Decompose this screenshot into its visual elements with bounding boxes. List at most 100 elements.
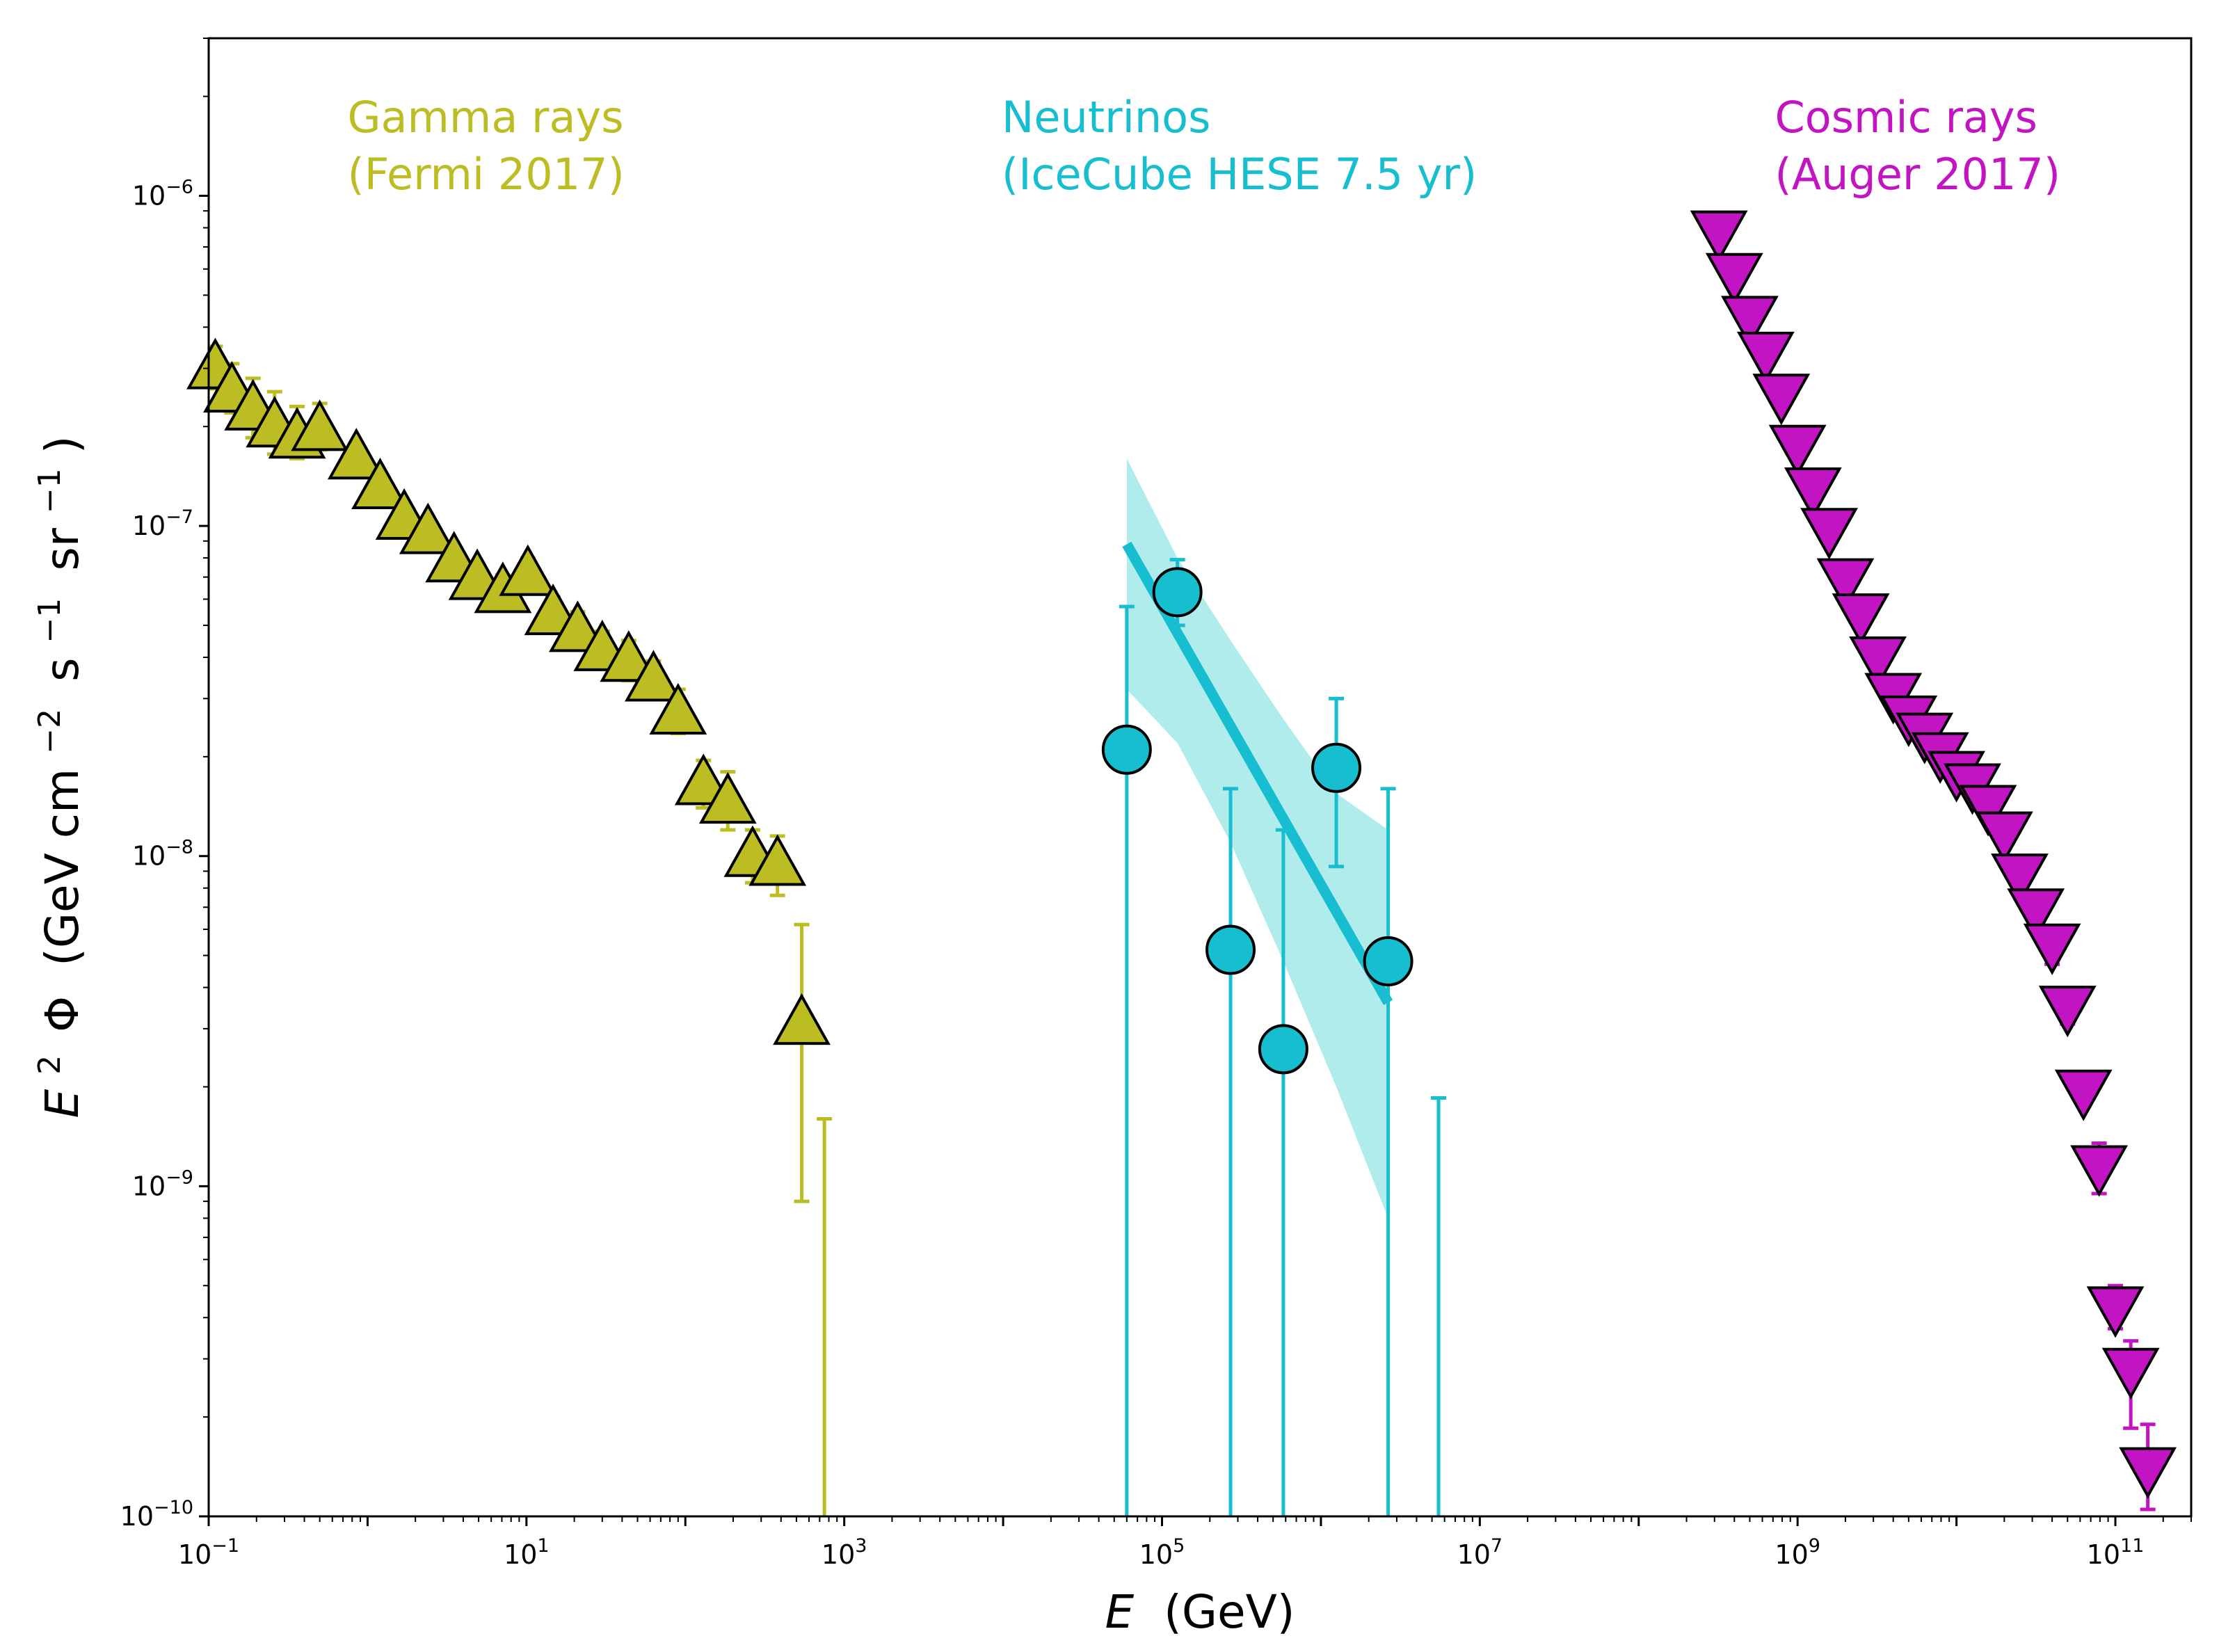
gamma-rays-point-13 [499,544,557,596]
neutrinos-label: Neutrinos (IceCube HESE 7.5 yr) [1002,92,1477,200]
cosmic-rays-point-6 [1784,467,1842,520]
gamma-rays-point-18 [625,650,682,702]
y-tick-label-base: 10 [132,841,166,872]
cosmic-rays-point-19 [1991,853,2049,906]
x-tick-label-4: 107 [1457,1535,1503,1570]
cosmic-rays-point-9 [1832,593,1890,645]
x-tick-label-exp: 1 [537,1535,549,1557]
y-tick-label-exp: −10 [154,1497,193,1518]
x-tick-label-base: 10 [822,1539,855,1570]
cosmic-rays-label-line-0: Cosmic rays [1775,92,2037,143]
y-axis-label-sup2: 2 [32,1055,67,1075]
x-axis-label-unit: (GeV) [1164,1585,1295,1639]
y-axis-label-supA: −2 [32,709,67,754]
cosmic-rays-point-8 [1816,558,1875,610]
y-axis-label-supC: −1 [32,468,67,513]
cosmic-rays-point-18 [1975,811,2033,863]
x-tick-label-6: 1011 [2087,1535,2145,1570]
cosmic-rays-point-26 [2101,1347,2160,1400]
y-tick-label-3: 10−7 [132,506,193,541]
y-tick-label-exp: −7 [166,506,193,528]
x-tick-label-exp: 11 [2120,1535,2144,1557]
x-tick-label-exp: 5 [1173,1535,1185,1557]
x-tick-label-exp: 9 [1809,1535,1820,1557]
x-tick-label-exp: −1 [211,1535,239,1557]
y-tick-label-4: 10−6 [132,176,193,211]
cosmic-rays-point-10 [1849,636,1907,689]
cosmic-rays-point-20 [2007,888,2065,940]
gamma-rays-label-line-1: (Fermi 2017) [348,149,625,200]
tick-layer: 10−1 101 103 105 107 109 101110−1010−910−810−7… [120,38,2192,1570]
gamma-rays-point-19 [649,682,707,735]
neutrinos-point-0 [1101,724,1152,775]
y-tick-label-base: 10 [132,1171,166,1201]
x-axis-label-var: E [1105,1585,1134,1639]
y-tick-label-base: 10 [132,180,166,211]
neutrinos-label-line-0: Neutrinos [1002,92,1210,143]
y-axis-label-e: E [35,1089,89,1118]
cosmic-rays-label-line-1: (Auger 2017) [1775,149,2061,200]
gamma-rays-label: Gamma rays (Fermi 2017) [348,92,625,200]
gamma-rays-point-23 [748,834,807,886]
x-tick-label-exp: 7 [1491,1535,1503,1557]
gamma-rays-point-24 [773,993,831,1045]
y-axis-label-s: s [35,657,89,681]
x-tick-label-2: 103 [822,1535,867,1570]
gamma-rays-point-15 [549,600,607,652]
neutrinos-point-3 [1258,1024,1308,1075]
x-tick-label-base: 10 [504,1539,537,1570]
cosmic-rays-point-25 [2086,1286,2145,1338]
y-axis-label-phi: Φ [35,996,89,1032]
y-tick-label-0: 10−10 [120,1497,193,1532]
cosmic-rays-point-22 [2038,986,2097,1038]
neutrinos-label-line-1: (IceCube HESE 7.5 yr) [1002,149,1477,200]
neutrinos-point-1 [1152,567,1203,618]
x-tick-label-base: 10 [1457,1539,1491,1570]
cosmic-rays-label: Cosmic rays (Auger 2017) [1775,92,2061,200]
gamma-rays-point-20 [674,753,732,805]
gamma-rays-point-7 [351,457,409,510]
y-tick-label-exp: −6 [166,176,193,198]
marker-layer [186,210,2177,1499]
cosmic-rays-point-17 [1959,785,2017,837]
neutrinos-point-4 [1311,742,1362,793]
y-tick-label-1: 10−9 [132,1166,193,1201]
cosmic-rays-point-7 [1800,508,1858,560]
x-tick-label-0: 10−1 [178,1535,239,1570]
series-label-layer: Gamma rays (Fermi 2017) Neutrinos (IceCube … [348,92,2061,200]
cosmic-rays-point-4 [1752,374,1811,426]
neutrino-fit-line-layer [1122,541,1393,1006]
x-tick-label-base: 10 [1775,1539,1808,1570]
cosmic-rays-point-23 [2054,1069,2113,1121]
gamma-rays-point-9 [399,502,457,554]
x-tick-label-5: 109 [1775,1535,1820,1570]
y-tick-label-exp: −9 [166,1166,193,1188]
cosmic-rays-point-5 [1768,424,1827,476]
y-tick-label-base: 10 [120,1501,154,1532]
gamma-rays-point-17 [600,630,658,682]
x-tick-label-base: 10 [1139,1539,1173,1570]
y-tick-label-exp: −8 [166,837,193,858]
x-tick-label-base: 10 [2087,1539,2120,1570]
gamma-rays-label-line-0: Gamma rays [348,92,624,143]
cosmic-rays-point-2 [1721,296,1779,348]
y-tick-label-2: 10−8 [132,837,193,872]
cosmic-rays-point-3 [1736,331,1795,383]
cosmic-rays-point-27 [2119,1447,2177,1499]
y-axis-label-supB: −1 [32,598,67,643]
x-tick-label-base: 10 [178,1539,211,1570]
x-tick-label-exp: 3 [855,1535,867,1557]
x-axis-label: E (GeV) [1105,1585,1295,1639]
y-axis-label-open: (GeV cm [35,769,89,966]
y-axis-label-sr: sr [35,527,89,570]
y-tick-label-base: 10 [132,511,166,541]
neutrinos-fit-line [1122,541,1393,1006]
gamma-rays-point-6 [327,428,385,480]
x-tick-label-1: 101 [504,1535,550,1570]
cosmic-rays-point-24 [2070,1145,2129,1197]
cosmic-rays-point-0 [1690,210,1748,262]
y-axis-label: E 2 Φ (GeV cm −2 s −1 sr −1 ) [17,435,89,1118]
y-axis-label-close: ) [35,435,89,454]
